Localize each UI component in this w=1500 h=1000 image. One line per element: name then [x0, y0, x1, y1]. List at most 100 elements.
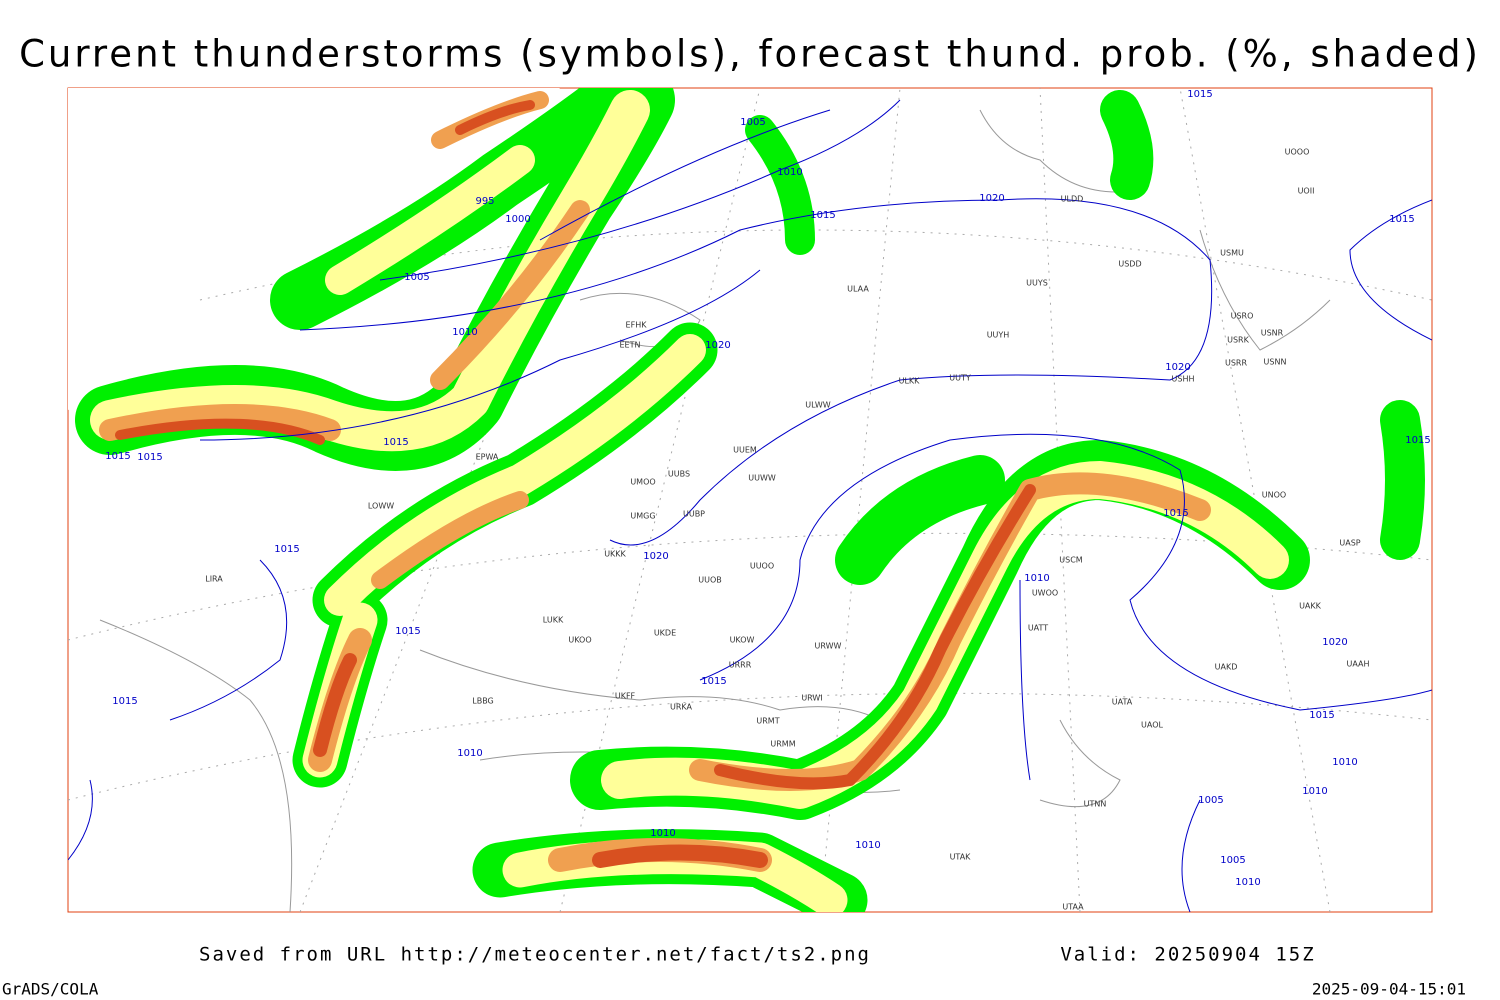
- station-code: EPWA: [476, 453, 499, 462]
- station-code: UTNN: [1084, 800, 1107, 809]
- map-labels: 1015 1005 1010 995 1000 1015 1020 1015 1005 1010 1…: [105, 89, 1430, 912]
- software-credit: GrADS/COLA: [2, 980, 99, 999]
- title: Current thunderstorms (symbols), forecas…: [19, 33, 1481, 76]
- isobar-label: 1005: [1198, 795, 1223, 806]
- station-code: USRR: [1225, 359, 1247, 368]
- isobar-label: 1020: [643, 551, 668, 562]
- station-code: LIRA: [205, 575, 223, 584]
- isobar-label: 1010: [452, 327, 477, 338]
- isobar-label: 1010: [1024, 573, 1049, 584]
- isobar-label: 1010: [457, 748, 482, 759]
- station-code: UKFF: [615, 692, 636, 701]
- station-code: UKDE: [654, 629, 676, 638]
- isobar-label: 1010: [1235, 877, 1260, 888]
- isobar-label: 1015: [137, 452, 162, 463]
- station-code: UMOO: [630, 478, 655, 487]
- station-code: UUWW: [748, 474, 776, 483]
- station-code: UKKK: [604, 550, 626, 559]
- station-code: UAKK: [1299, 602, 1322, 611]
- isobar-label: 1015: [701, 676, 726, 687]
- station-code: USHH: [1172, 375, 1195, 384]
- timestamp: 2025-09-04-15:01: [1312, 980, 1466, 999]
- station-code: UKOO: [568, 636, 591, 645]
- isobar-label: 1000: [505, 214, 530, 225]
- station-code: UWOO: [1032, 589, 1058, 598]
- station-code: USNR: [1261, 329, 1284, 338]
- source-url: Saved from URL http://meteocenter.net/fa…: [199, 944, 871, 966]
- isobars: [68, 99, 1432, 912]
- isobar-label: 1020: [705, 340, 730, 351]
- station-code: URMM: [770, 740, 795, 749]
- isobar-label: 1010: [650, 828, 675, 839]
- station-code: UUEM: [733, 446, 757, 455]
- station-code: UAKD: [1215, 663, 1238, 672]
- station-code: UNOO: [1262, 491, 1286, 500]
- station-code: USDD: [1118, 260, 1141, 269]
- station-code: USCM: [1059, 556, 1083, 565]
- station-code: UUBS: [668, 470, 690, 479]
- station-code: UUTY: [949, 374, 971, 383]
- station-code: URRR: [729, 661, 752, 670]
- station-code: UATT: [1028, 624, 1048, 633]
- station-code: URKA: [670, 703, 693, 712]
- isobar-label: 1015: [105, 451, 130, 462]
- station-code: ULAA: [847, 285, 869, 294]
- station-code: URMT: [756, 717, 779, 726]
- station-code: UAOL: [1141, 721, 1163, 730]
- isobar-label: 1020: [1165, 362, 1190, 373]
- isobar-label: 1005: [1220, 855, 1245, 866]
- isobar-label: 1015: [1389, 214, 1414, 225]
- station-code: UAAH: [1346, 660, 1369, 669]
- station-code: UOII: [1298, 187, 1315, 196]
- isobar-label: 1005: [740, 117, 765, 128]
- isobar-label: 1015: [395, 626, 420, 637]
- station-code: LBBG: [472, 697, 494, 706]
- station-code: EETN: [620, 341, 641, 350]
- station-code: UATA: [1112, 698, 1133, 707]
- isobar-label: 1010: [855, 840, 880, 851]
- isobar-label: 1015: [1309, 710, 1334, 721]
- isobar-label: 1010: [777, 167, 802, 178]
- valid-time: Valid: 20250904 15Z: [1060, 944, 1315, 966]
- isobar-label: 1020: [979, 193, 1004, 204]
- isobar-label: 1015: [274, 544, 299, 555]
- station-code: ULWW: [805, 401, 830, 410]
- isobar-label: 1015: [1405, 435, 1430, 446]
- station-code: ULDD: [1061, 195, 1084, 204]
- station-code: UASP: [1339, 539, 1360, 548]
- station-code: UUBP: [683, 510, 705, 519]
- station-code: ULKK: [899, 377, 921, 386]
- station-code: UMGG: [630, 512, 655, 521]
- station-code: USRK: [1227, 336, 1249, 345]
- station-code: UTAK: [950, 853, 972, 862]
- station-code: UUOO: [750, 562, 774, 571]
- station-code: USNN: [1264, 358, 1287, 367]
- station-code: UKOW: [730, 636, 755, 645]
- isobar-label: 1015: [810, 210, 835, 221]
- station-code: LUKK: [543, 616, 564, 625]
- station-code: UOOO: [1285, 148, 1310, 157]
- isobar-label: 1020: [1322, 637, 1347, 648]
- isobar-label: 1005: [404, 272, 429, 283]
- thunderstorm-shading: [75, 88, 1425, 912]
- station-code: UTAA: [1062, 903, 1084, 912]
- isobar-label: 1015: [383, 437, 408, 448]
- isobar-label: 1015: [1163, 508, 1188, 519]
- isobar-label: 1015: [112, 696, 137, 707]
- outside-area: [68, 88, 560, 410]
- isobar-label: 995: [475, 196, 494, 207]
- station-code: UUYS: [1026, 279, 1048, 288]
- isobar-label: 1010: [1332, 757, 1357, 768]
- station-code: URWI: [801, 694, 822, 703]
- isobar-label: 1015: [1187, 89, 1212, 100]
- station-code: URWW: [815, 642, 842, 651]
- station-code: UUOB: [698, 576, 722, 585]
- isobar-label: 1010: [1302, 786, 1327, 797]
- station-code: EFHK: [626, 321, 648, 330]
- map-content: 1015 1005 1010 995 1000 1015 1020 1015 1005 1010 1…: [68, 88, 1432, 912]
- station-code: UUYH: [987, 331, 1010, 340]
- station-code: USRO: [1231, 312, 1254, 321]
- station-code: USMU: [1220, 249, 1244, 258]
- station-code: LOWW: [368, 502, 394, 511]
